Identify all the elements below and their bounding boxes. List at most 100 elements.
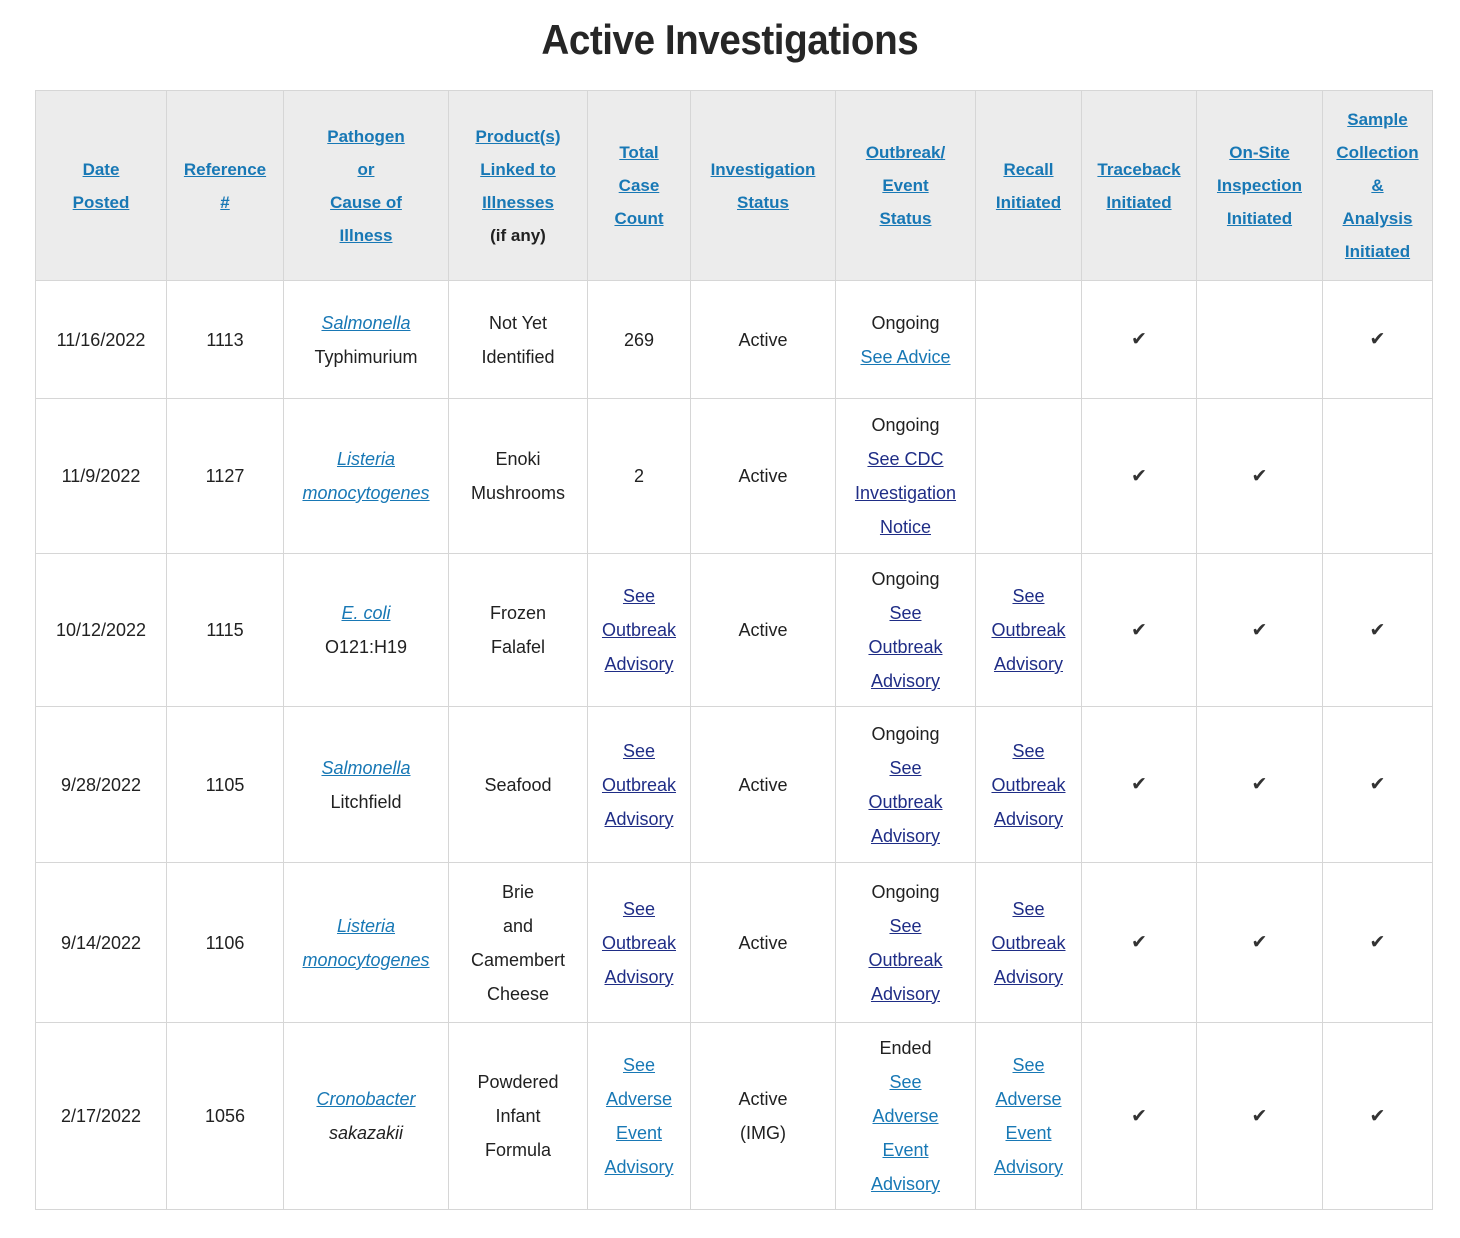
table-row: 10/12/2022 1115 E. coli O121:H19 Frozen F… xyxy=(35,553,1433,707)
cell-sample-collection xyxy=(1322,398,1433,554)
cell-outbreak-status: Ongoing See CDC Investigation Notice xyxy=(835,398,976,554)
cell-reference: 1056 xyxy=(166,1022,284,1210)
page-title: Active Investigations xyxy=(541,16,919,63)
column-header-product-suffix: (if any) xyxy=(490,225,546,245)
cell-recall: See Outbreak Advisory xyxy=(975,706,1082,863)
recall-advisory-link[interactable]: See Outbreak Advisory xyxy=(991,898,1066,987)
case-count-link[interactable]: See Outbreak Advisory xyxy=(601,740,677,829)
cell-traceback: ✔ xyxy=(1081,553,1197,707)
checkmark-icon: ✔ xyxy=(1369,1105,1386,1127)
column-header-case-count: Total Case Count xyxy=(587,90,691,281)
cell-pathogen: Salmonella Typhimurium xyxy=(283,280,449,399)
pathogen-rest: Litchfield xyxy=(330,791,402,812)
table-row: 2/17/2022 1056 Cronobacter sakazakii Powd… xyxy=(35,1022,1433,1210)
cell-outbreak-status: Ongoing See Outbreak Advisory xyxy=(835,553,976,707)
sort-reference-link[interactable]: Reference # xyxy=(183,159,267,212)
outbreak-advisory-link[interactable]: See Advice xyxy=(860,346,951,367)
case-count-link[interactable]: See Outbreak Advisory xyxy=(601,586,677,674)
checkmark-icon: ✔ xyxy=(1369,329,1386,350)
cell-product: Brie and Camembert Cheese xyxy=(448,862,588,1023)
cell-outbreak-status: Ongoing See Outbreak Advisory xyxy=(835,862,976,1023)
sort-recall-link[interactable]: Recall Initiated xyxy=(995,159,1062,212)
sort-onsite-inspection-link[interactable]: On-Site Inspection Initiated xyxy=(1216,143,1302,228)
column-header-onsite-inspection: On-Site Inspection Initiated xyxy=(1196,90,1323,281)
checkmark-icon: ✔ xyxy=(1131,465,1147,487)
cell-sample-collection: ✔ xyxy=(1322,862,1433,1023)
cell-investigation-status: Active xyxy=(690,862,836,1023)
cell-date-posted: 2/17/2022 xyxy=(35,1022,167,1210)
sort-pathogen-link[interactable]: Pathogen or Cause of Illness xyxy=(327,126,405,245)
cell-traceback: ✔ xyxy=(1081,706,1197,863)
cell-reference: 1105 xyxy=(166,706,284,863)
header-row: Date Posted Reference # Pathogen or Caus… xyxy=(35,90,1433,281)
cell-pathogen: Listeria monocytogenes xyxy=(283,862,449,1023)
cell-product: Seafood xyxy=(448,706,588,863)
sort-product-link[interactable]: Product(s) Linked to Illnesses xyxy=(475,126,561,212)
pathogen-link[interactable]: Listeria monocytogenes xyxy=(302,449,430,503)
sort-date-posted-link[interactable]: Date Posted xyxy=(72,159,130,212)
cell-case-count: See Outbreak Advisory xyxy=(587,706,691,863)
pathogen-link[interactable]: Salmonella xyxy=(321,312,411,333)
cell-onsite-inspection: ✔ xyxy=(1196,706,1323,863)
outbreak-advisory-link[interactable]: See Adverse Event Advisory xyxy=(870,1072,941,1194)
cell-outbreak-status: Ongoing See Outbreak Advisory xyxy=(835,706,976,863)
column-header-product: Product(s) Linked to Illnesses (if any) xyxy=(448,90,588,281)
outbreak-advisory-link[interactable]: See CDC Investigation Notice xyxy=(854,449,957,537)
outbreak-advisory-link[interactable]: See Outbreak Advisory xyxy=(868,915,943,1004)
sort-traceback-link[interactable]: Traceback Initiated xyxy=(1097,159,1181,212)
checkmark-icon: ✔ xyxy=(1131,1105,1147,1127)
cell-reference: 1113 xyxy=(166,280,284,399)
cell-pathogen: E. coli O121:H19 xyxy=(283,553,449,707)
sort-sample-collection-link[interactable]: Sample Collection & Analysis Initiated xyxy=(1336,110,1419,261)
cell-pathogen: Listeria monocytogenes xyxy=(283,398,449,554)
recall-advisory-link[interactable]: See Outbreak Advisory xyxy=(991,740,1066,829)
cell-investigation-status: Active xyxy=(690,706,836,863)
pathogen-link[interactable]: Salmonella xyxy=(321,757,411,778)
checkmark-icon: ✔ xyxy=(1131,619,1147,641)
cell-date-posted: 11/9/2022 xyxy=(35,398,167,554)
cell-pathogen: Cronobacter sakazakii xyxy=(283,1022,449,1210)
checkmark-icon: ✔ xyxy=(1251,932,1268,953)
cell-onsite-inspection: ✔ xyxy=(1196,398,1323,554)
pathogen-link[interactable]: E. coli xyxy=(341,603,391,623)
cell-sample-collection: ✔ xyxy=(1322,1022,1433,1210)
checkmark-icon: ✔ xyxy=(1251,465,1268,487)
outbreak-advisory-link[interactable]: See Outbreak Advisory xyxy=(868,603,943,691)
outbreak-advisory-link[interactable]: See Outbreak Advisory xyxy=(868,757,943,846)
sort-investigation-status-link[interactable]: Investigation Status xyxy=(710,159,816,212)
pathogen-link[interactable]: Listeria monocytogenes xyxy=(302,915,430,970)
recall-advisory-link[interactable]: See Outbreak Advisory xyxy=(991,586,1066,674)
cell-case-count: 2 xyxy=(587,398,691,554)
cell-sample-collection: ✔ xyxy=(1322,553,1433,707)
cell-investigation-status: Active xyxy=(690,553,836,707)
pathogen-link[interactable]: Cronobacter xyxy=(316,1089,416,1109)
cell-case-count: See Adverse Event Advisory xyxy=(587,1022,691,1210)
sort-outbreak-status-link[interactable]: Outbreak/ Event Status xyxy=(865,143,946,228)
cell-reference: 1127 xyxy=(166,398,284,554)
cell-investigation-status: Active xyxy=(690,280,836,399)
table-row: 11/9/2022 1127 Listeria monocytogenes En… xyxy=(35,398,1433,554)
recall-advisory-link[interactable]: See Adverse Event Advisory xyxy=(993,1055,1064,1177)
outbreak-status-text: Ongoing xyxy=(871,415,940,435)
cell-traceback: ✔ xyxy=(1081,398,1197,554)
cell-recall xyxy=(975,398,1082,554)
active-investigations-table: Date Posted Reference # Pathogen or Caus… xyxy=(35,90,1433,1210)
column-header-date-posted: Date Posted xyxy=(35,90,167,281)
sort-case-count-link[interactable]: Total Case Count xyxy=(614,143,664,228)
cell-product: Frozen Falafel xyxy=(448,553,588,707)
cell-onsite-inspection: ✔ xyxy=(1196,1022,1323,1210)
cell-product: Powdered Infant Formula xyxy=(448,1022,588,1210)
outbreak-status-text: Ongoing xyxy=(871,723,940,744)
pathogen-rest: O121:H19 xyxy=(324,637,408,657)
checkmark-icon: ✔ xyxy=(1369,619,1386,641)
cell-onsite-inspection: ✔ xyxy=(1196,553,1323,707)
case-count-link[interactable]: See Outbreak Advisory xyxy=(601,898,677,987)
case-count-link[interactable]: See Adverse Event Advisory xyxy=(604,1055,674,1177)
cell-reference: 1106 xyxy=(166,862,284,1023)
cell-product: Not Yet Identified xyxy=(448,280,588,399)
cell-case-count: See Outbreak Advisory xyxy=(587,862,691,1023)
checkmark-icon: ✔ xyxy=(1369,932,1386,953)
cell-traceback: ✔ xyxy=(1081,862,1197,1023)
pathogen-rest: Typhimurium xyxy=(314,346,418,367)
